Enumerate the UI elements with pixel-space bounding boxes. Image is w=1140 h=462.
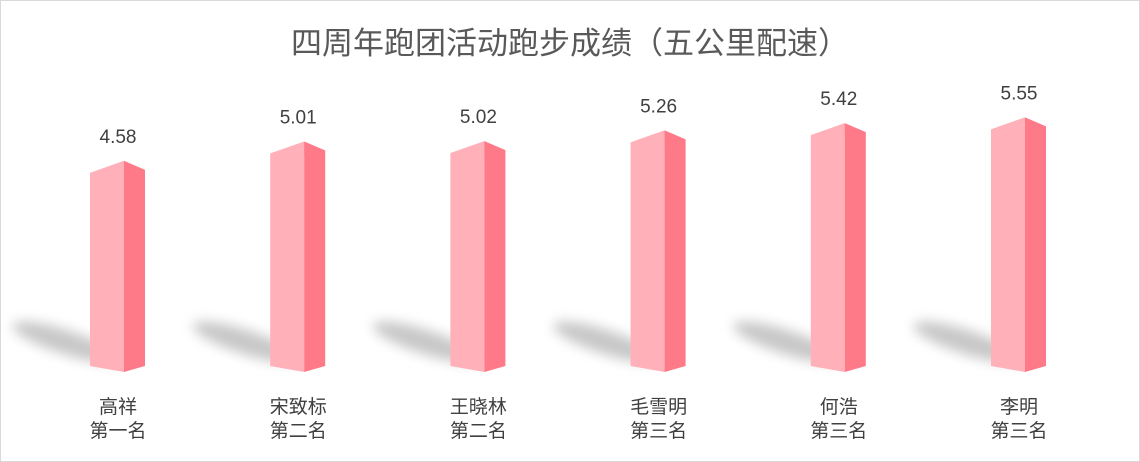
bar-front: [991, 117, 1025, 372]
x-tick-label-name: 王晓林: [450, 396, 507, 418]
data-label: 5.42: [820, 89, 857, 110]
data-label: 5.02: [460, 107, 497, 128]
bar-side: [844, 123, 866, 373]
chart-title: 四周年跑团活动跑步成绩（五公里配速）: [291, 26, 849, 62]
x-tick-label-rank: 第三名: [990, 420, 1047, 442]
bar-front: [90, 160, 124, 372]
bar-side: [124, 160, 145, 372]
x-tick-label-name: 宋致标: [270, 396, 327, 418]
x-tick-label-name: 毛雪明: [630, 396, 687, 418]
x-tick-label-rank: 第三名: [630, 420, 687, 442]
bar-front: [630, 130, 665, 372]
x-tick-label-rank: 第二名: [450, 420, 507, 442]
bar-front: [270, 141, 305, 372]
x-tick-label-rank: 第二名: [270, 420, 327, 442]
x-tick-label-name: 何浩: [820, 396, 858, 418]
data-label: 5.01: [280, 108, 317, 129]
data-label: 5.55: [1001, 83, 1038, 104]
bar-front: [450, 141, 485, 372]
bar-side: [664, 130, 686, 372]
x-tick-label-rank: 第三名: [810, 420, 867, 442]
data-label: 4.58: [100, 127, 137, 148]
x-tick-label-rank: 第一名: [89, 420, 146, 442]
x-tick-label-name: 李明: [1000, 396, 1038, 418]
bar-side: [1025, 117, 1046, 372]
data-label: 5.26: [640, 96, 677, 117]
bar-front: [810, 123, 845, 373]
bar-side: [304, 141, 326, 372]
x-tick-label-name: 高祥: [99, 396, 137, 418]
bar-side: [484, 141, 506, 372]
